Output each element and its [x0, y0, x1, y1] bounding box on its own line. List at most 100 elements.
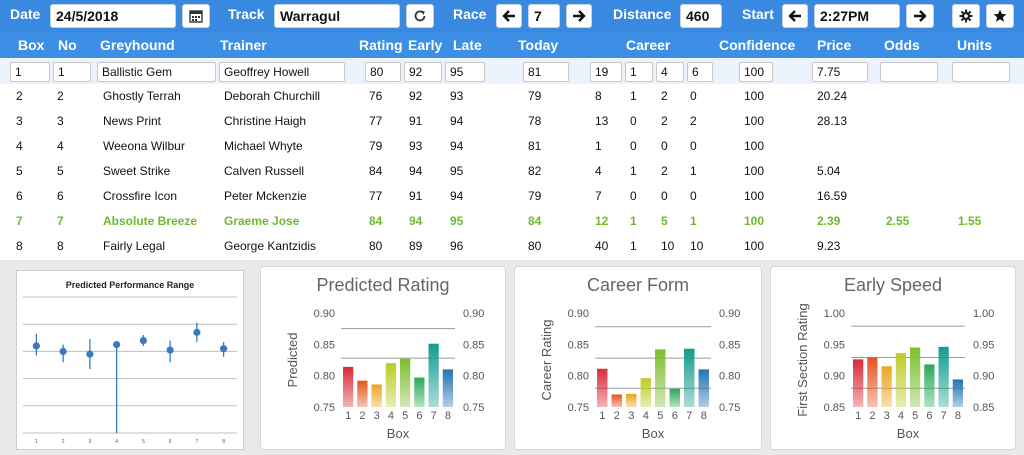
bar	[924, 364, 935, 407]
career-starts-cell: 12	[595, 214, 609, 228]
late-cell: 95	[450, 164, 464, 178]
career-wins-cell: 1	[630, 89, 637, 103]
column-header[interactable]: Early	[408, 37, 443, 53]
y-tick-label: 0.80	[463, 371, 484, 383]
y-tick-label: 0.90	[824, 371, 845, 383]
late-input[interactable]: 95	[445, 62, 485, 82]
bar	[626, 393, 637, 407]
bar	[597, 368, 608, 407]
data-point	[32, 342, 40, 350]
race-field[interactable]: 7	[528, 4, 560, 28]
number-input[interactable]: 1	[53, 62, 91, 82]
y-axis-label: Predicted	[285, 333, 300, 388]
column-header[interactable]: Box	[18, 37, 45, 53]
odds-input[interactable]	[880, 62, 938, 82]
early-input[interactable]: 92	[404, 62, 442, 82]
chart-title: Predicted Performance Range	[65, 280, 195, 290]
today-cell: 82	[528, 164, 542, 178]
column-header[interactable]: Late	[453, 37, 482, 53]
x-axis-label: Box	[897, 426, 920, 441]
box-cell: 7	[16, 214, 23, 228]
x-tick-label: 7	[195, 439, 198, 445]
career-wins-input[interactable]: 1	[625, 62, 653, 82]
x-tick-label: 8	[701, 410, 707, 422]
arrow-right-icon	[914, 10, 927, 22]
career-starts-input[interactable]: 19	[590, 62, 622, 82]
start-prev-button[interactable]	[782, 4, 808, 28]
number-cell: 7	[57, 214, 64, 228]
confidence-cell: 100	[744, 164, 765, 178]
bar	[895, 353, 907, 407]
today-cell: 79	[528, 89, 542, 103]
bar	[399, 358, 411, 407]
date-field[interactable]: 24/5/2018	[50, 4, 176, 28]
distance-field[interactable]: 460	[680, 4, 722, 28]
career-wins-cell: 1	[630, 214, 637, 228]
rating-cell: 77	[369, 189, 383, 203]
race-prev-button[interactable]	[496, 4, 522, 28]
today-input[interactable]: 81	[523, 62, 569, 82]
calendar-button[interactable]	[182, 4, 210, 28]
trainer-cell: Calven Russell	[224, 164, 305, 178]
table-row[interactable]: 4 4 Weeona Wilbur Michael Whyte 79 93 94…	[0, 134, 1024, 159]
today-cell: 78	[528, 114, 542, 128]
table-row[interactable]: 8 8 Fairly Legal George Kantzidis 80 89 …	[0, 234, 1024, 259]
number-cell: 2	[57, 89, 64, 103]
table-row[interactable]: 6 6 Crossfire Icon Peter Mckenzie 77 91 …	[0, 184, 1024, 209]
box-cell: 2	[16, 89, 23, 103]
career-seconds-input[interactable]: 4	[656, 62, 684, 82]
trainer-cell: Christine Haigh	[224, 114, 307, 128]
price-input[interactable]: 7.75	[812, 62, 868, 82]
table-row[interactable]: 1 1 Ballistic Gem Geoffrey Howell 80 92 …	[0, 59, 1024, 84]
y-tick-label: 0.90	[719, 308, 740, 320]
refresh-button[interactable]	[406, 4, 434, 28]
bar	[698, 369, 709, 407]
box-input[interactable]: 1	[10, 62, 50, 82]
x-tick-label: 2	[62, 439, 65, 445]
column-header[interactable]: No	[58, 37, 77, 53]
favourite-button[interactable]	[986, 4, 1014, 28]
bar	[938, 346, 949, 407]
y-tick-label: 0.85	[719, 339, 740, 351]
column-header[interactable]: Confidence	[719, 37, 796, 53]
table-row[interactable]: 2 2 Ghostly Terrah Deborah Churchill 76 …	[0, 84, 1024, 109]
x-tick-label: 3	[88, 439, 91, 445]
bar	[371, 384, 382, 407]
column-header[interactable]: Career	[626, 37, 671, 53]
units-input[interactable]	[952, 62, 1010, 82]
confidence-cell: 100	[744, 214, 765, 228]
greyhound-cell: Ghostly Terrah	[103, 89, 181, 103]
table-row[interactable]: 5 5 Sweet Strike Calven Russell 84 94 95…	[0, 159, 1024, 184]
x-tick-label: 2	[359, 410, 365, 422]
y-tick-label: 0.85	[314, 339, 335, 351]
career-wins-cell: 0	[630, 114, 637, 128]
column-header[interactable]: Trainer	[220, 37, 267, 53]
bar	[342, 366, 354, 407]
y-tick-label: 0.85	[824, 402, 845, 414]
greyhound-input[interactable]: Ballistic Gem	[97, 62, 216, 82]
career-thirds-input[interactable]: 6	[687, 62, 713, 82]
column-header[interactable]: Units	[957, 37, 992, 53]
career-thirds-cell: 2	[690, 114, 697, 128]
table-row[interactable]: 3 3 News Print Christine Haigh 77 91 94 …	[0, 109, 1024, 134]
confidence-input[interactable]: 100	[739, 62, 773, 82]
column-header[interactable]: Greyhound	[100, 37, 175, 53]
trainer-input[interactable]: Geoffrey Howell	[219, 62, 345, 82]
career-thirds-cell: 1	[690, 164, 697, 178]
start-next-button[interactable]	[906, 4, 934, 28]
trainer-cell: Peter Mckenzie	[224, 189, 307, 203]
number-cell: 5	[57, 164, 64, 178]
career-thirds-cell: 0	[690, 89, 697, 103]
rating-input[interactable]: 80	[365, 62, 401, 82]
early-cell: 94	[409, 164, 423, 178]
star-icon	[993, 9, 1007, 22]
column-header[interactable]: Odds	[884, 37, 920, 53]
race-next-button[interactable]	[566, 4, 592, 28]
start-field[interactable]: 2:27PM	[814, 4, 900, 28]
column-header[interactable]: Rating	[359, 37, 403, 53]
table-row[interactable]: 7 7 Absolute Breeze Graeme Jose 84 94 95…	[0, 209, 1024, 234]
column-header[interactable]: Price	[817, 37, 852, 53]
track-field[interactable]: Warragul	[274, 4, 400, 28]
column-header[interactable]: Today	[518, 37, 559, 53]
settings-button[interactable]	[952, 4, 980, 28]
